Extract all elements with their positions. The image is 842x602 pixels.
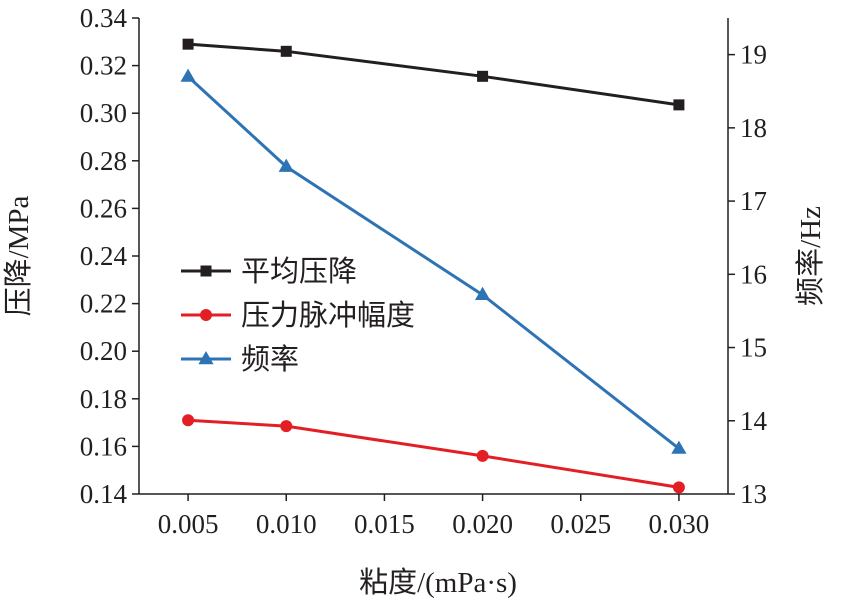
legend-marker: [198, 351, 214, 365]
data-point: [280, 420, 293, 433]
y-left-axis-title: 压降/MPa: [2, 195, 35, 316]
y-right-tick-label: 17: [740, 186, 767, 216]
data-point: [673, 99, 685, 111]
series-layer: [180, 38, 687, 494]
y-left-tick-label: 0.34: [80, 3, 128, 33]
y-left-tick-label: 0.18: [80, 384, 127, 414]
y-left-tick-label: 0.14: [80, 479, 128, 509]
series-line: [187, 75, 680, 450]
y-left-tick-label: 0.26: [80, 193, 127, 223]
legend-label: 压力脉冲幅度: [241, 299, 415, 332]
y-right-tick-label: 19: [740, 40, 767, 70]
legend-item: 频率: [181, 343, 299, 376]
data-point: [477, 70, 489, 82]
x-tick-label: 0.020: [452, 509, 513, 539]
data-point: [182, 414, 195, 427]
y-right-tick-label: 18: [740, 113, 767, 143]
series-1: [182, 38, 685, 111]
y-left-tick-label: 0.22: [80, 289, 127, 319]
axes: 0.005 0.010 0.015 0.020 0.025 0.030 0.14 0.16 0.…: [80, 3, 768, 539]
x-tick-label: 0.025: [550, 509, 611, 539]
y-right-tick-label: 15: [740, 333, 767, 363]
legend-marker: [200, 265, 212, 277]
legend-item: 压力脉冲幅度: [181, 299, 415, 332]
data-point: [474, 286, 491, 301]
series-line: [187, 418, 680, 489]
series-3: [180, 68, 687, 454]
legend-label: 平均压降: [241, 255, 357, 288]
y-left-tick-label: 0.16: [80, 431, 127, 461]
x-tick-label: 0.015: [354, 509, 415, 539]
y-left-tick-label: 0.24: [80, 241, 128, 271]
y-left-tick-label: 0.20: [80, 336, 127, 366]
y-left-tick-label: 0.28: [80, 146, 127, 176]
series-2: [182, 414, 685, 494]
y-right-tick-label: 16: [740, 259, 767, 289]
legend-label: 频率: [241, 343, 299, 376]
x-tick-label: 0.010: [256, 509, 317, 539]
data-point: [476, 449, 489, 462]
data-point: [180, 68, 196, 82]
legend-marker: [200, 309, 212, 321]
y-right-axis-title: 频率/Hz: [794, 206, 827, 306]
x-tick-label: 0.030: [649, 509, 710, 539]
data-point: [182, 38, 194, 50]
x-tick-label: 0.005: [158, 509, 219, 539]
x-axis-title: 粘度/(mPa·s): [359, 566, 517, 599]
y-left-tick-label: 0.32: [80, 51, 127, 81]
data-point: [280, 45, 292, 57]
y-left-tick-label: 0.30: [80, 98, 127, 128]
data-point: [671, 440, 687, 454]
series-line: [187, 42, 680, 107]
data-point: [672, 481, 685, 494]
legend-item: 平均压降: [181, 255, 357, 288]
data-point: [278, 158, 294, 172]
y-right-tick-label: 14: [740, 406, 768, 436]
y-right-tick-label: 13: [740, 479, 767, 509]
